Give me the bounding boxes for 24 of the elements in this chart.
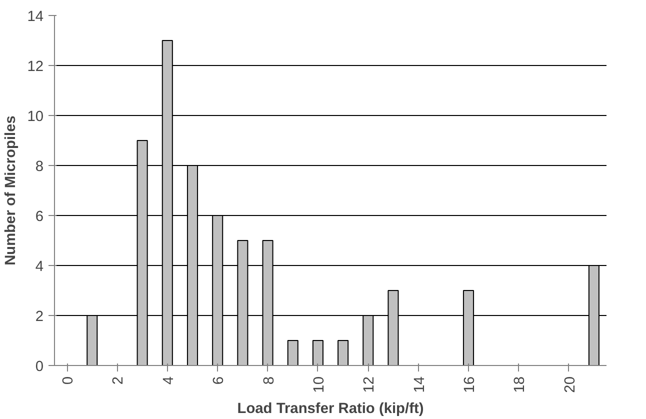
x-tick-label: 20 [562, 376, 578, 393]
bar [287, 340, 298, 366]
x-tick-label: 2 [110, 376, 127, 385]
y-tick-label: 10 [27, 109, 44, 125]
y-tick-label: 2 [35, 309, 44, 325]
x-tick-label: 6 [211, 376, 228, 385]
y-tick-label: 6 [35, 209, 44, 225]
y-tick-label: 8 [35, 159, 44, 175]
y-tick-label: 4 [35, 259, 44, 275]
bar [312, 340, 324, 366]
x-tick-label: 4 [160, 376, 177, 385]
x-tick-label: 0 [60, 376, 77, 385]
x-tick-label: 16 [462, 376, 478, 393]
y-tick-label: 0 [35, 359, 44, 375]
x-tick-label: 12 [362, 376, 378, 393]
x-tick-label: 10 [311, 376, 328, 393]
x-tick-label: 8 [261, 376, 278, 385]
x-tick-label: 14 [412, 376, 428, 393]
y-tick-label: 14 [27, 9, 44, 25]
y-axis-title: Number of Micropiles [3, 116, 20, 266]
y-tick-label: 12 [27, 59, 44, 75]
x-tick-label: 18 [512, 376, 528, 393]
bar [338, 340, 349, 366]
x-axis-title: Load Transfer Ratio (kip/ft) [237, 400, 424, 417]
